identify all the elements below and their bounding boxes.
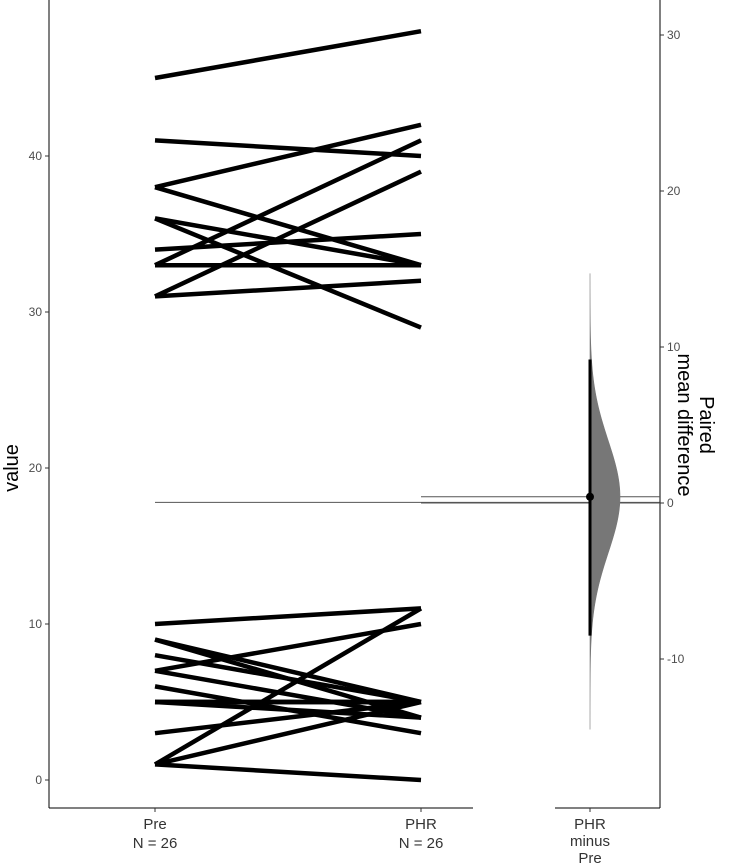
pair-line xyxy=(153,606,423,767)
right-y-tick-label: 30 xyxy=(667,28,681,42)
paired-slopegraph-panel: 0 10 20 30 40 value Pre N = 26 PHR N = 26 xyxy=(1,0,660,852)
y-tick-label: 20 xyxy=(29,461,43,475)
pair-line xyxy=(154,278,422,299)
y-tick-label: 10 xyxy=(29,617,43,631)
pair-line xyxy=(154,122,422,190)
pair-line xyxy=(154,28,422,81)
y-axis-title: value xyxy=(1,444,23,492)
pair-line xyxy=(154,231,422,252)
y-tick-label: 0 xyxy=(35,773,42,787)
difference-category-label: PHR xyxy=(574,816,606,833)
y-tick-label: 30 xyxy=(29,305,43,319)
mean-difference-point xyxy=(586,492,594,501)
right-y-tick-label: -10 xyxy=(667,652,685,666)
right-y-axis-title-line: mean difference xyxy=(673,353,695,496)
right-y-axis-title: Pairedmean difference xyxy=(673,353,717,496)
right-y-tick-label: 20 xyxy=(667,184,681,198)
group-label: PHR xyxy=(405,816,437,833)
pair-line xyxy=(154,185,422,268)
difference-category-label: Pre xyxy=(578,850,601,867)
difference-category-label: minus xyxy=(570,833,610,850)
right-y-axis-title-line: Paired xyxy=(695,396,717,454)
right-y-tick-label: 0 xyxy=(667,496,674,510)
pair-line xyxy=(154,668,422,720)
group-label: Pre xyxy=(143,816,166,833)
group-n-label: N = 26 xyxy=(399,835,444,852)
pair-line xyxy=(154,699,422,767)
pair-line xyxy=(154,216,422,330)
pair-line xyxy=(154,699,422,736)
pair-line xyxy=(154,699,422,720)
pair-line xyxy=(154,606,422,627)
right-y-tick-label: 10 xyxy=(667,340,681,354)
pair-line xyxy=(154,169,422,299)
pair-line xyxy=(154,138,422,159)
y-tick-label: 40 xyxy=(29,149,43,163)
group-n-label: N = 26 xyxy=(133,835,178,852)
pair-line xyxy=(154,138,422,268)
pair-line xyxy=(154,637,422,705)
pair-line xyxy=(154,762,422,783)
bootstrap-distribution xyxy=(589,273,621,730)
